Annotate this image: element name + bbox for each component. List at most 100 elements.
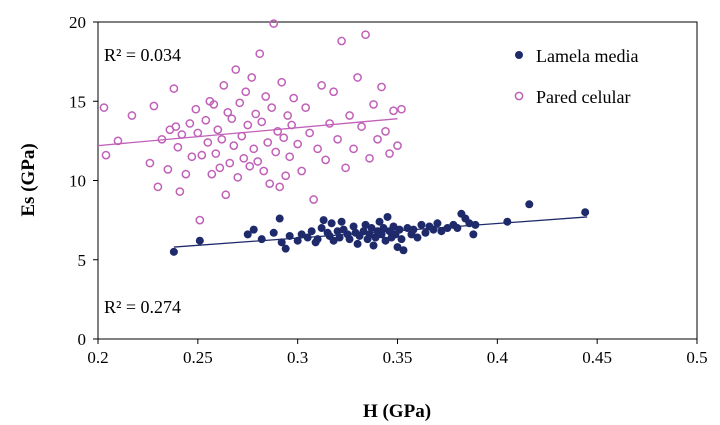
point-pared-celular bbox=[301, 103, 311, 112]
point-pared-celular bbox=[145, 158, 155, 168]
point-lamela-media bbox=[293, 236, 302, 245]
point-pared-celular bbox=[149, 101, 159, 111]
point-pared-celular bbox=[171, 122, 181, 131]
point-lamela-media bbox=[369, 241, 378, 250]
y-tick-label: 5 bbox=[78, 251, 87, 270]
point-lamela-media bbox=[397, 235, 406, 244]
point-lamela-media bbox=[443, 224, 452, 233]
point-pared-celular bbox=[273, 127, 283, 136]
point-pared-celular bbox=[289, 93, 299, 103]
point-lamela-media bbox=[365, 230, 374, 239]
point-pared-celular bbox=[243, 120, 253, 130]
point-lamela-media bbox=[421, 228, 430, 237]
trendline-pared-celular bbox=[97, 118, 398, 147]
y-tick-label: 20 bbox=[69, 13, 86, 32]
point-pared-celular bbox=[369, 100, 378, 109]
point-lamela-media bbox=[353, 239, 362, 248]
y-tick-label: 10 bbox=[69, 172, 86, 191]
point-lamela-media bbox=[275, 214, 284, 223]
point-pared-celular bbox=[281, 171, 291, 181]
x-tick-label: 0.3 bbox=[287, 348, 308, 367]
point-lamela-media bbox=[269, 228, 278, 237]
point-pared-celular bbox=[325, 119, 334, 128]
point-lamela-media bbox=[381, 236, 390, 245]
legend-marker-lamela bbox=[515, 51, 523, 59]
point-pared-celular bbox=[393, 141, 402, 150]
legend-marker-pared bbox=[514, 91, 524, 101]
point-pared-celular bbox=[285, 152, 295, 162]
point-pared-celular bbox=[249, 144, 259, 154]
point-pared-celular bbox=[389, 106, 398, 116]
y-axis-title: Es (GPa) bbox=[18, 143, 39, 216]
point-lamela-media bbox=[297, 230, 306, 239]
point-lamela-media bbox=[437, 227, 446, 236]
point-pared-celular bbox=[353, 73, 362, 82]
legend: Lamela media Pared celular bbox=[514, 46, 638, 107]
point-pared-celular bbox=[207, 169, 217, 179]
point-lamela-media bbox=[169, 247, 178, 256]
point-lamela-media bbox=[333, 227, 342, 236]
point-lamela-media bbox=[403, 224, 412, 233]
x-tick-label: 0.4 bbox=[487, 348, 509, 367]
point-pared-celular bbox=[239, 153, 249, 163]
point-lamela-media bbox=[285, 231, 294, 240]
point-pared-celular bbox=[317, 81, 326, 90]
point-pared-celular bbox=[223, 107, 233, 117]
point-pared-celular bbox=[349, 144, 358, 154]
point-pared-celular bbox=[181, 169, 191, 179]
point-pared-celular bbox=[237, 131, 247, 141]
point-lamela-media bbox=[525, 200, 534, 209]
r2-annotation-lamela: R² = 0.274 bbox=[104, 297, 181, 317]
point-lamela-media bbox=[243, 230, 252, 239]
point-lamela-media bbox=[303, 233, 312, 242]
point-lamela-media bbox=[359, 227, 368, 236]
point-pared-celular bbox=[279, 133, 289, 143]
point-pared-celular bbox=[305, 128, 314, 138]
point-lamela-media bbox=[281, 244, 290, 253]
point-pared-celular bbox=[169, 84, 179, 93]
point-pared-celular bbox=[287, 120, 297, 130]
point-pared-celular bbox=[193, 128, 203, 138]
point-pared-celular bbox=[217, 134, 227, 144]
point-pared-celular bbox=[297, 166, 307, 176]
point-lamela-media bbox=[337, 217, 346, 226]
x-tick-label: 0.2 bbox=[87, 348, 108, 367]
point-pared-celular bbox=[283, 111, 293, 120]
point-lamela-media bbox=[383, 212, 392, 221]
point-lamela-media bbox=[345, 235, 354, 244]
point-lamela-media bbox=[367, 224, 376, 233]
y-tick-label: 0 bbox=[78, 330, 87, 349]
point-lamela-media bbox=[319, 216, 328, 225]
point-lamela-media bbox=[453, 224, 462, 233]
point-lamela-media bbox=[329, 236, 338, 245]
point-pared-celular bbox=[261, 92, 271, 101]
point-pared-celular bbox=[373, 134, 382, 144]
point-lamela-media bbox=[195, 236, 204, 245]
point-pared-celular bbox=[175, 187, 185, 196]
point-pared-celular bbox=[101, 150, 111, 160]
point-pared-celular bbox=[213, 125, 223, 135]
x-axis-title: H (GPa) bbox=[363, 401, 431, 422]
x-tick-label: 0.25 bbox=[183, 348, 213, 367]
point-lamela-media bbox=[581, 208, 590, 217]
point-lamela-media bbox=[307, 227, 316, 236]
point-pared-celular bbox=[357, 122, 366, 131]
point-pared-celular bbox=[185, 119, 195, 128]
point-lamela-media bbox=[313, 235, 322, 244]
point-lamela-media bbox=[361, 220, 370, 229]
point-lamela-media bbox=[429, 225, 438, 234]
point-pared-celular bbox=[293, 139, 303, 149]
plot-area bbox=[97, 21, 698, 340]
point-lamela-media bbox=[371, 233, 380, 242]
point-lamela-media bbox=[469, 230, 478, 239]
point-pared-celular bbox=[245, 161, 255, 171]
point-lamela-media bbox=[471, 220, 480, 229]
point-lamela-media bbox=[409, 225, 418, 234]
point-lamela-media bbox=[257, 235, 266, 244]
point-pared-celular bbox=[227, 114, 237, 124]
point-pared-celular bbox=[253, 157, 263, 166]
point-lamela-media bbox=[377, 230, 386, 239]
point-pared-celular bbox=[191, 104, 201, 114]
point-pared-celular bbox=[385, 149, 394, 158]
r2-annotation-pared: R² = 0.034 bbox=[104, 45, 181, 65]
